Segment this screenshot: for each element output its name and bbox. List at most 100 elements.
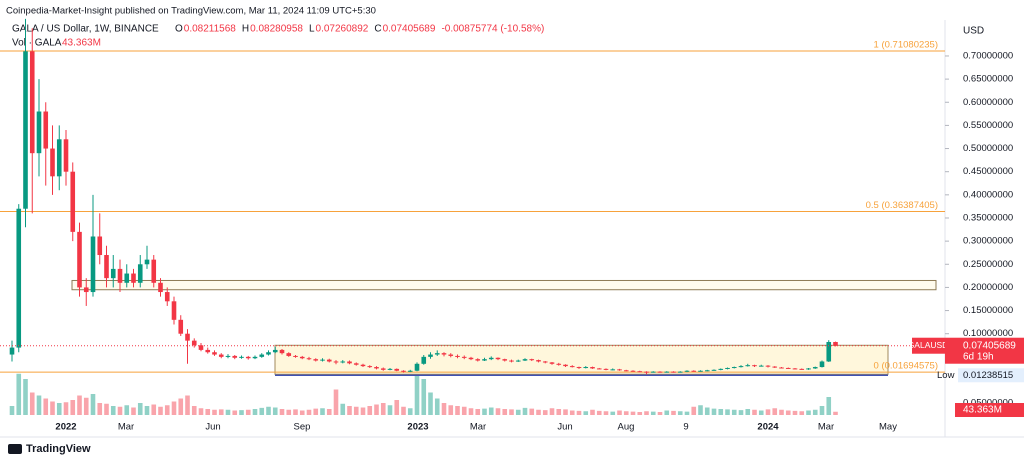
candle-body	[671, 371, 676, 373]
volume-bar	[171, 401, 177, 415]
volume-bar	[779, 409, 784, 415]
volume-bar	[340, 403, 346, 415]
volume-bar	[286, 409, 292, 415]
volume-bar	[191, 406, 197, 415]
candle-body	[684, 370, 690, 372]
volume-bar	[252, 409, 258, 415]
candle-body	[725, 367, 730, 369]
candle-body	[387, 368, 393, 370]
volume-bar	[603, 411, 609, 415]
price-tag-name-bg	[912, 337, 945, 354]
candle-body	[461, 356, 467, 358]
candle-body	[185, 333, 190, 341]
candle-body	[529, 359, 535, 361]
volume-bar	[671, 410, 676, 415]
zone	[71, 279, 937, 291]
candle-body	[515, 360, 521, 362]
volume-bar	[299, 410, 305, 415]
low-label: Low	[937, 370, 955, 381]
x-tick-label: Jun	[557, 422, 572, 433]
y-tick-label: 0.10000000	[963, 328, 1013, 339]
volume-bar	[137, 403, 143, 415]
volume-bar	[488, 407, 494, 415]
volume-bar	[623, 411, 629, 415]
footer: TradingView	[26, 443, 91, 455]
candle-body	[434, 353, 440, 355]
x-tick-label: Jun	[205, 422, 220, 433]
candle-body	[232, 355, 238, 358]
candle-body	[151, 259, 157, 283]
volume-bar	[461, 406, 467, 415]
candle-body	[833, 341, 838, 346]
volume-bar	[293, 409, 298, 415]
volume-bar	[657, 412, 663, 415]
volume-bar	[124, 405, 130, 415]
volume-bar	[596, 410, 602, 415]
volume-bar	[9, 406, 15, 415]
volume-bar	[326, 409, 332, 415]
y-tick-label: 0.45000000	[963, 166, 1013, 177]
candle-body	[279, 349, 285, 354]
volume-bar	[691, 406, 697, 415]
candle-body	[502, 359, 508, 361]
candle-body	[583, 367, 589, 369]
candle-body	[556, 363, 562, 365]
y-tick-label: 0.40000000	[963, 189, 1013, 200]
volume-bar	[549, 408, 555, 415]
volume-bar	[704, 407, 710, 415]
volume-bar	[819, 406, 825, 415]
candle-body	[299, 356, 305, 359]
volume-bar	[320, 408, 325, 415]
candle-body	[50, 148, 55, 177]
candle-body	[590, 367, 595, 369]
price-tag-value: 0.07405689	[963, 340, 1016, 351]
candle-body	[36, 111, 42, 154]
candle-body	[509, 360, 514, 362]
ohlc-value: 0.07405689	[383, 24, 436, 35]
candle-body	[482, 359, 487, 361]
volume-bar	[738, 410, 744, 415]
volume-value: 43.363M	[62, 38, 101, 49]
volume-bar	[333, 389, 339, 415]
change: -0.00875774 (-10.58%)	[441, 24, 544, 35]
x-tick-label: 2022	[55, 422, 76, 433]
candle-body	[56, 139, 62, 177]
volume-bar	[583, 411, 589, 415]
candle-body	[569, 366, 575, 368]
volume-tag-bg	[955, 403, 1024, 417]
volume-bar	[23, 379, 28, 415]
volume-bar	[374, 404, 379, 415]
volume-bar	[50, 401, 55, 415]
volume-bar	[43, 398, 49, 415]
candle-body	[785, 367, 791, 369]
candle-body	[83, 287, 89, 293]
tv-logo: TradingView	[8, 443, 91, 455]
volume-bar	[239, 410, 244, 415]
volume-bar	[569, 410, 575, 415]
volume-bar	[306, 409, 312, 415]
candle-body	[758, 365, 764, 367]
volume-bar	[347, 406, 352, 415]
volume-bar	[428, 392, 433, 415]
candle-body	[239, 356, 244, 358]
low-tag-value: 0.01238515	[963, 370, 1013, 381]
candle-body	[225, 355, 231, 357]
candle-body	[657, 371, 663, 373]
y-tick-label: 0.30000000	[963, 236, 1013, 247]
price-tag-countdown: 6d 19h	[963, 351, 994, 362]
volume-bar	[387, 405, 393, 415]
candle-body	[576, 367, 582, 369]
candle-body	[772, 366, 778, 368]
candle-body	[29, 51, 35, 154]
candle-body	[63, 139, 69, 172]
volume-bar	[421, 379, 427, 415]
currency: USD	[963, 26, 984, 37]
volume-bar	[664, 410, 670, 415]
volume-bar	[16, 373, 22, 415]
volume-bar	[266, 406, 271, 415]
candle-body	[421, 356, 427, 364]
fib-label: 1 (0.71080235)	[874, 39, 938, 50]
candle-body	[380, 368, 386, 370]
volume-bar	[164, 405, 170, 415]
